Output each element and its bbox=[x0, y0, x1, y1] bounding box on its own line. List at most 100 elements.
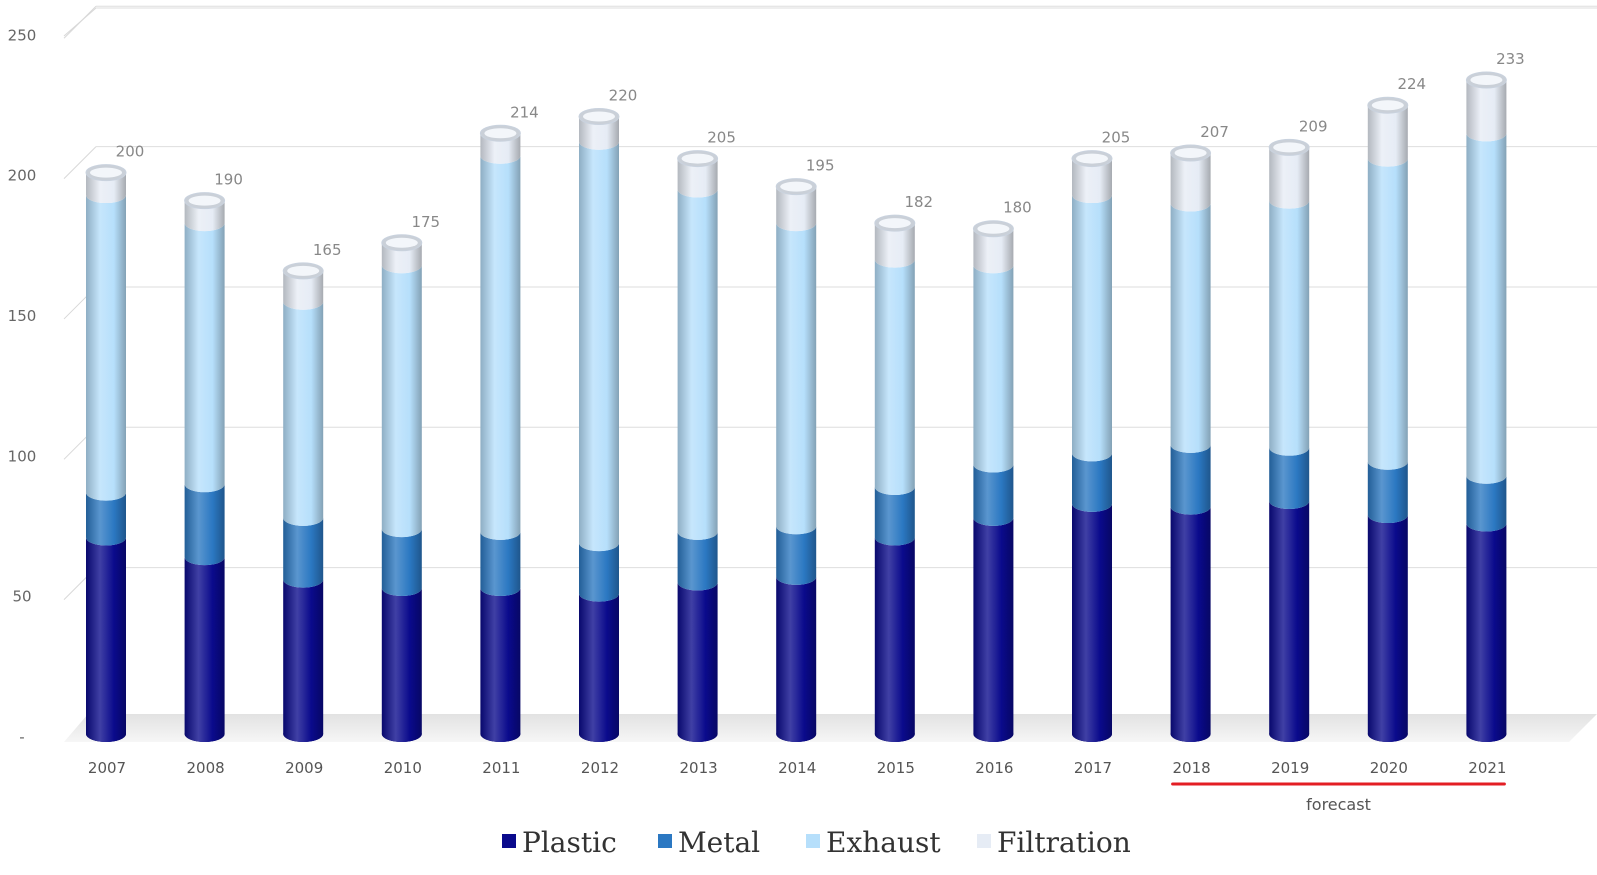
bar-top-highlight bbox=[583, 111, 615, 122]
bar-2009 bbox=[282, 262, 324, 742]
bar-top-highlight bbox=[1174, 147, 1207, 158]
y-tick-label: 200 bbox=[8, 167, 37, 185]
bar-segment-exhaust bbox=[874, 259, 915, 495]
legend-swatch bbox=[658, 834, 672, 848]
bar-segment-plastic bbox=[381, 588, 422, 742]
bar-segment-exhaust bbox=[1170, 203, 1211, 453]
bar-segment-metal bbox=[579, 543, 619, 602]
bar-segment-filtration bbox=[677, 158, 718, 198]
total-label-2015: 182 bbox=[904, 193, 933, 211]
y-tick-label: 100 bbox=[8, 447, 37, 465]
legend-swatch bbox=[502, 834, 516, 848]
total-label-2009: 165 bbox=[313, 241, 342, 259]
bar-2013 bbox=[677, 150, 719, 742]
bar-segment-metal bbox=[1466, 475, 1507, 532]
total-label-2014: 195 bbox=[806, 157, 835, 175]
bar-2011 bbox=[479, 124, 521, 742]
bar-segment-plastic bbox=[184, 557, 225, 742]
bar-2021 bbox=[1465, 71, 1507, 742]
total-label-2008: 190 bbox=[214, 171, 243, 189]
total-label-2012: 220 bbox=[609, 86, 638, 104]
bar-top-highlight bbox=[1371, 100, 1404, 111]
gridline-diag bbox=[63, 146, 97, 179]
bar-segment-metal bbox=[874, 486, 915, 546]
bar-segment-exhaust bbox=[184, 223, 225, 493]
bar-segment-filtration bbox=[184, 200, 225, 232]
legend-item-exhaust: Exhaust bbox=[806, 826, 941, 859]
bar-segment-plastic bbox=[1170, 506, 1211, 742]
bar-2018 bbox=[1170, 144, 1212, 742]
total-label-2013: 205 bbox=[707, 129, 736, 147]
legend: Plastic Metal Exhaust Filtration bbox=[502, 826, 1131, 859]
x-tick-2013: 2013 bbox=[680, 759, 718, 777]
legend-swatch bbox=[977, 834, 991, 848]
x-tick-2021: 2021 bbox=[1468, 759, 1506, 777]
legend-item-filtration: Filtration bbox=[977, 826, 1131, 859]
bar-segment-exhaust bbox=[677, 189, 718, 540]
bar-segment-exhaust bbox=[283, 301, 324, 526]
total-label-2010: 175 bbox=[411, 213, 440, 231]
bar-segment-filtration bbox=[874, 223, 915, 268]
bar-segment-plastic bbox=[579, 593, 619, 742]
bar-top-highlight bbox=[977, 223, 1010, 234]
bar-segment-metal bbox=[86, 492, 126, 546]
bar-segment-filtration bbox=[1466, 79, 1507, 142]
bar-segment-metal bbox=[184, 484, 225, 566]
bar-segment-filtration bbox=[973, 228, 1014, 274]
bar-segment-metal bbox=[973, 464, 1014, 526]
x-tick-2018: 2018 bbox=[1173, 759, 1211, 777]
bar-top-highlight bbox=[1076, 153, 1108, 164]
bar-2008 bbox=[184, 192, 226, 742]
legend-label: Exhaust bbox=[826, 826, 941, 859]
bar-segment-filtration bbox=[1170, 152, 1211, 212]
x-tick-2009: 2009 bbox=[285, 759, 323, 777]
bar-segment-plastic bbox=[283, 579, 324, 742]
bar-2012 bbox=[578, 107, 620, 742]
bar-segment-plastic bbox=[973, 517, 1014, 742]
bar-segment-exhaust bbox=[776, 223, 817, 535]
bar-segment-exhaust bbox=[381, 265, 422, 538]
bar-top-highlight bbox=[1273, 142, 1306, 153]
y-axis-ticks: - 50 100 150 200 250 bbox=[8, 26, 37, 746]
bar-top-highlight bbox=[90, 167, 122, 178]
x-tick-2010: 2010 bbox=[384, 759, 422, 777]
legend-item-metal: Metal bbox=[658, 826, 760, 859]
bar-segment-exhaust bbox=[973, 265, 1014, 473]
grid-layer bbox=[63, 5, 1597, 601]
bar-top-highlight bbox=[878, 218, 911, 229]
bar-segment-exhaust bbox=[1466, 133, 1507, 484]
y-tick-label: 250 bbox=[8, 26, 37, 44]
bar-segment-metal bbox=[480, 531, 521, 597]
forecast-label: forecast bbox=[1306, 795, 1371, 814]
bar-segment-exhaust bbox=[86, 195, 126, 501]
forecast-annotation: forecast bbox=[1171, 782, 1506, 814]
bar-segment-metal bbox=[776, 526, 817, 585]
x-tick-2007: 2007 bbox=[88, 759, 126, 777]
total-label-2019: 209 bbox=[1299, 117, 1328, 135]
bar-segment-exhaust bbox=[1072, 195, 1112, 462]
bar-2014 bbox=[775, 178, 817, 742]
bar-segment-filtration bbox=[1072, 158, 1112, 204]
total-label-2020: 224 bbox=[1397, 75, 1426, 93]
bar-2007 bbox=[85, 164, 127, 742]
bar-segment-filtration bbox=[283, 270, 324, 310]
bar-top-highlight bbox=[385, 237, 418, 248]
x-tick-2017: 2017 bbox=[1074, 759, 1112, 777]
bar-2019 bbox=[1268, 138, 1310, 742]
x-axis-ticks: 2007 2008 2009 2010 2011 2012 2013 2014 2015 2016… bbox=[88, 759, 1507, 777]
bar-segment-metal bbox=[381, 529, 422, 597]
x-tick-2011: 2011 bbox=[482, 759, 520, 777]
x-tick-2020: 2020 bbox=[1370, 759, 1408, 777]
x-tick-2019: 2019 bbox=[1271, 759, 1309, 777]
bar-segment-plastic bbox=[874, 537, 915, 742]
x-tick-2016: 2016 bbox=[975, 759, 1013, 777]
x-tick-2014: 2014 bbox=[778, 759, 816, 777]
bar-segment-filtration bbox=[381, 242, 422, 274]
y-tick-label: - bbox=[19, 728, 24, 746]
bar-2020 bbox=[1367, 96, 1409, 742]
bar-top-highlight bbox=[484, 128, 517, 139]
legend-swatch bbox=[806, 834, 820, 848]
bar-segment-filtration bbox=[579, 116, 619, 150]
bar-top-highlight bbox=[1470, 74, 1503, 85]
